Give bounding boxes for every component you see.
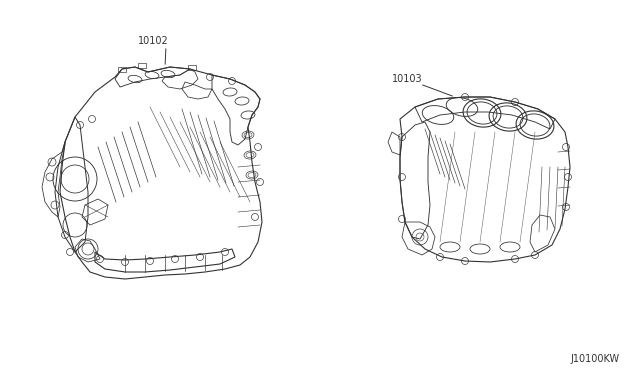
Text: 10103: 10103 [392, 74, 422, 84]
Text: J10100KW: J10100KW [571, 354, 620, 364]
Bar [138, 62, 146, 67]
Bar [188, 64, 196, 70]
Text: 10102: 10102 [138, 36, 169, 46]
Bar [118, 67, 126, 71]
